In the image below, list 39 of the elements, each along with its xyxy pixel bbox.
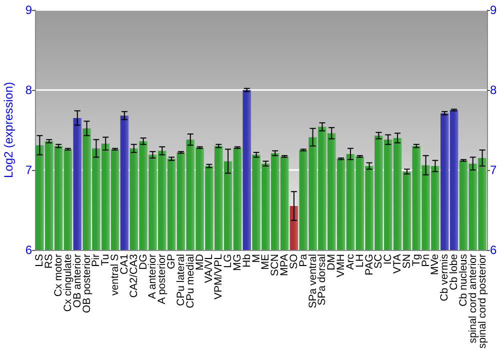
- y2-tick-label: 7: [490, 163, 497, 177]
- y-tick-label: 9: [25, 3, 32, 17]
- x-tick-label: LS: [34, 254, 46, 267]
- x-tick-label: IC: [382, 254, 394, 264]
- x-tick-label: spinal cord anterior: [466, 253, 479, 344]
- y-tick-label: 6: [25, 243, 32, 257]
- x-tick-label: OB anterior: [71, 254, 84, 308]
- x-tick-label: SCN: [269, 254, 282, 276]
- x-tick-label: spinal cord posterior: [476, 253, 488, 349]
- y-tick-label: 7: [25, 163, 32, 177]
- x-tick-label: DG: [137, 254, 150, 270]
- x-tick-label: CPu medial: [184, 254, 196, 308]
- x-tick-label: VPM/VPL: [212, 254, 225, 300]
- y2-tick-label: 8: [490, 83, 497, 97]
- x-tick-label: M: [250, 254, 262, 263]
- x-tick-label: Tg: [410, 254, 422, 266]
- y-tick-label: 8: [25, 83, 32, 97]
- x-tick-label: A posterior: [156, 254, 168, 304]
- x-tick-label: PAG: [363, 254, 376, 276]
- x-tick-label: RS: [43, 254, 56, 269]
- x-tick-label: Pir: [90, 254, 102, 267]
- x-tick-label: Tu: [100, 254, 112, 266]
- x-tick-label: CA2/CA3: [128, 254, 140, 298]
- x-tick-label: VA/VL: [203, 254, 216, 283]
- x-tick-label: Pa: [297, 254, 310, 267]
- x-tick-label: SC: [372, 254, 385, 269]
- x-tick-label: DM: [326, 254, 338, 270]
- x-tick-label: Cx cingulate: [62, 254, 74, 312]
- x-tick-label: OB posterior: [80, 254, 93, 313]
- x-tick-label: MD: [194, 254, 206, 270]
- y2-tick-label: 6: [490, 243, 497, 257]
- y2-tick-label: 9: [490, 3, 497, 17]
- x-tick-label: Hb: [240, 254, 253, 268]
- x-tick-label: MVe: [429, 254, 442, 276]
- x-tick-label: A anterior: [146, 254, 159, 299]
- x-tick-label: ME: [260, 254, 272, 270]
- y-axis-title: Log2 (expression): [1, 82, 16, 178]
- x-tick-label: SPa dorsal: [316, 254, 328, 306]
- x-tick-label: LH: [354, 254, 366, 268]
